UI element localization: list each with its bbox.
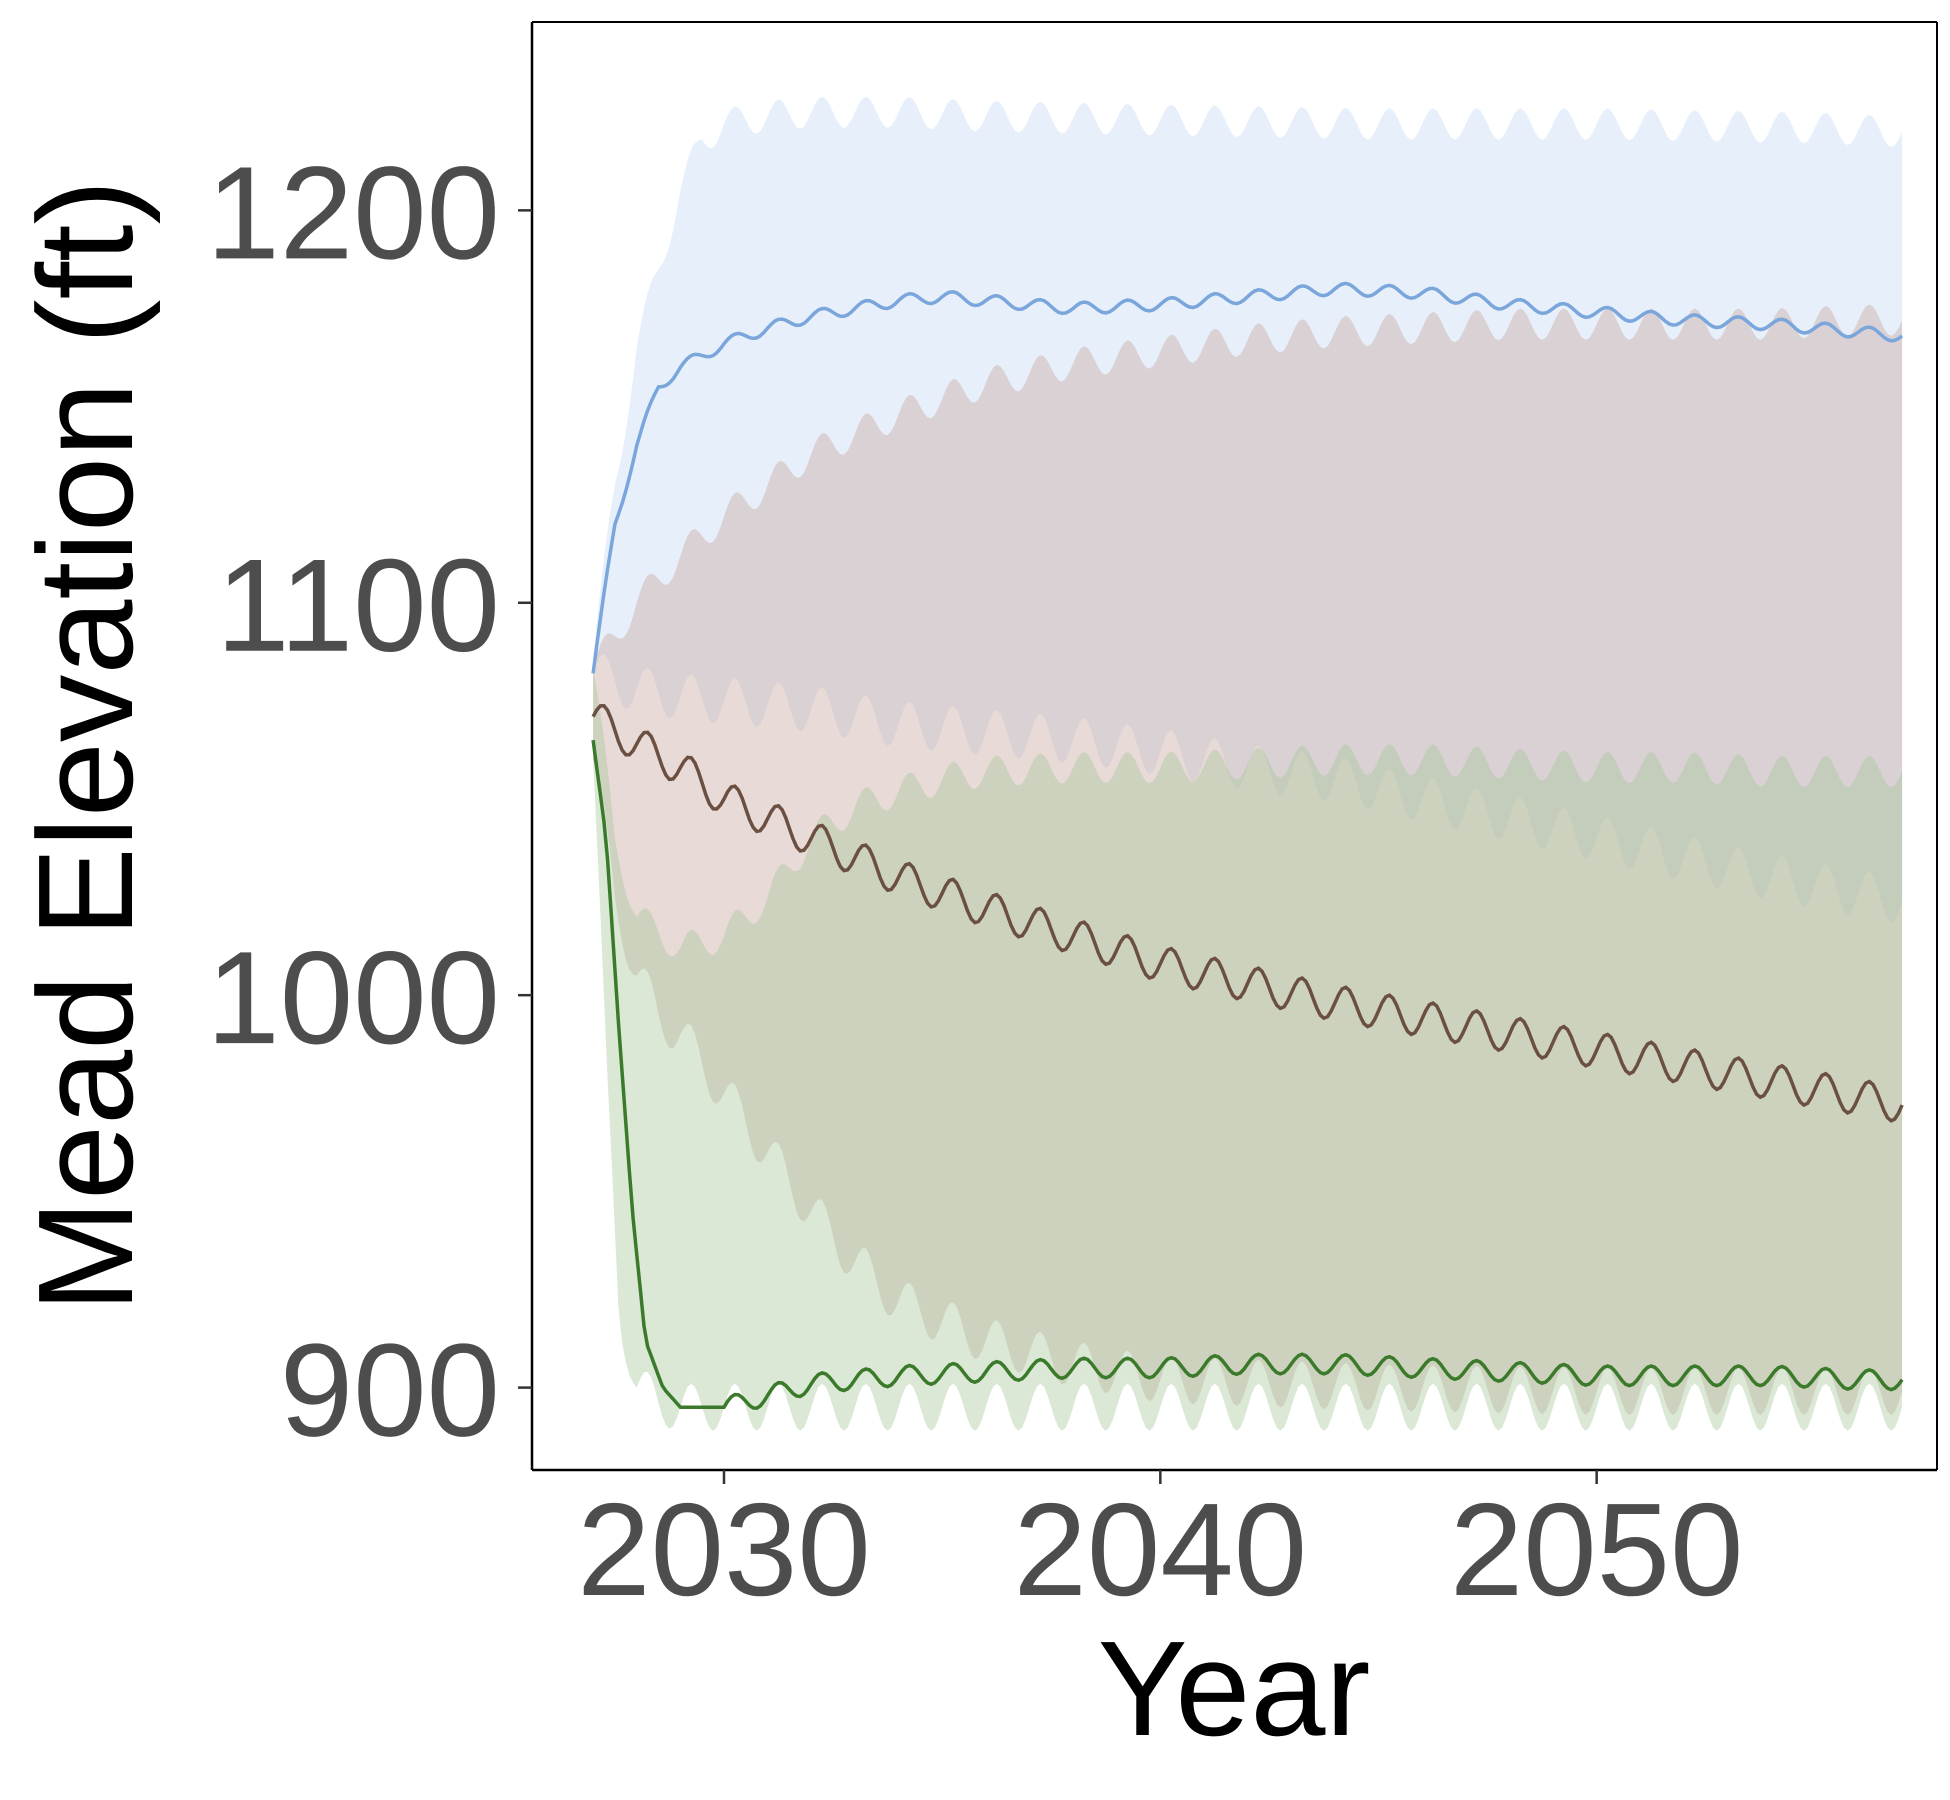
- y-axis-title: Mead Elevation (ft): [10, 180, 161, 1313]
- axis-ticks: 2030 2040 2050 900 1000 1100 1200: [206, 139, 1743, 1623]
- y-tick-label-1200: 1200: [206, 139, 500, 286]
- x-tick-label-2040: 2040: [1013, 1476, 1307, 1623]
- x-axis-title: Year: [1098, 1613, 1371, 1764]
- median-line-series-3: [591, 739, 1904, 1410]
- band-series-3: [593, 669, 1903, 1431]
- band-series-2: [593, 304, 1903, 1416]
- x-tick-label-2030: 2030: [577, 1476, 871, 1623]
- axes: [530, 21, 1938, 1472]
- x-tick-label-2050: 2050: [1450, 1476, 1744, 1623]
- median-lines: [591, 281, 1904, 1410]
- y-tick-label-900: 900: [280, 1317, 500, 1464]
- median-line-series-2: [591, 704, 1904, 1123]
- median-line-series-1: [591, 281, 1904, 674]
- y-tick-label-1000: 1000: [206, 924, 500, 1071]
- band-series-1: [593, 96, 1903, 923]
- y-tick-label-1100: 1100: [216, 532, 500, 679]
- uncertainty-bands: [593, 96, 1903, 1431]
